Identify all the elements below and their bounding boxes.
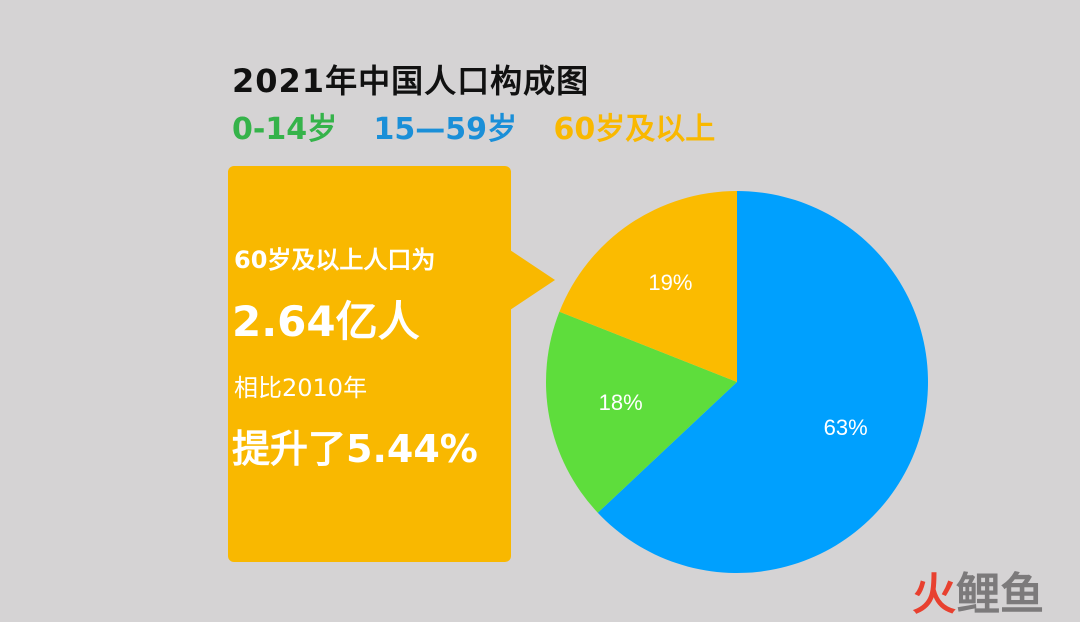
pie-slice [559, 191, 737, 382]
callout-increase-value: 提升了5.44% [232, 427, 478, 471]
pie-slice-label: 63% [824, 415, 868, 440]
watermark-logo: 火鲤鱼 [912, 570, 1044, 620]
callout-population-value: 2.64亿人 [232, 297, 420, 346]
callout-line-3: 相比2010年 [234, 374, 368, 402]
pie-labels: 63% 18% 19% [599, 270, 868, 440]
legend-item-0-14: 0-14岁 [232, 112, 338, 147]
callout-box: 60岁及以上人口为 2.64亿人 相比2010年 提升了5.44% [228, 166, 511, 562]
chart-title: 2021年中国人口构成图 [232, 62, 590, 100]
pie-slice-label: 19% [648, 270, 692, 295]
chart-legend: 0-14岁 15—59岁 60岁及以上 [232, 110, 741, 150]
pie-slice-label: 18% [599, 390, 643, 415]
watermark-part-1: 火 [912, 569, 956, 620]
pie-slice [597, 191, 929, 573]
callout-pointer [510, 250, 555, 310]
legend-item-60-plus: 60岁及以上 [553, 112, 716, 147]
pie-slice [546, 311, 737, 513]
pie-slices [546, 191, 929, 573]
watermark-part-2: 鲤鱼 [956, 569, 1044, 620]
callout-line-1: 60岁及以上人口为 [234, 246, 436, 274]
legend-item-15-59: 15—59岁 [373, 112, 518, 147]
